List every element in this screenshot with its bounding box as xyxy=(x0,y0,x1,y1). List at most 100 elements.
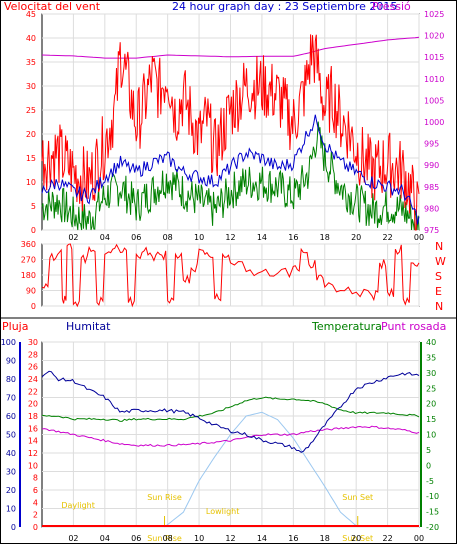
pressure-tick-label: 985 xyxy=(424,183,439,192)
rain-tick-label: 2 xyxy=(33,511,38,520)
rain-tick-label: 16 xyxy=(28,424,38,433)
temperature-tick-label: 10 xyxy=(426,431,436,440)
humidity-tick-label: 60 xyxy=(6,412,16,421)
hour-tick-label: 20 xyxy=(351,233,361,242)
temperature-line xyxy=(41,396,420,422)
climate-series xyxy=(41,370,420,528)
hour-tick-label: 04 xyxy=(100,233,110,242)
hour-tick-label: 16 xyxy=(288,534,298,543)
rain-tick-label: 10 xyxy=(28,461,38,470)
compass-letter: S xyxy=(435,270,442,283)
temperature-tick-label: 30 xyxy=(426,369,436,378)
humidity-tick-label: 30 xyxy=(6,468,16,477)
direction-tick-label: 180 xyxy=(21,271,36,280)
temperature-tick-label: 25 xyxy=(426,384,436,393)
hour-tick-label: 12 xyxy=(225,534,235,543)
hour-tick-label: 06 xyxy=(131,534,141,543)
sun-events: Daylight Sun Rise Lowlight Sun Set Sun Rise S… xyxy=(61,493,373,543)
rain-tick-label: 6 xyxy=(33,486,38,495)
hour-tick-label: 08 xyxy=(163,233,173,242)
temperature-tick-label: 40 xyxy=(426,338,436,347)
hour-tick-label: 00 xyxy=(414,233,424,242)
hour-tick-label: 04 xyxy=(100,534,110,543)
dewpoint-line xyxy=(41,425,420,447)
rain-tick-label: 30 xyxy=(28,338,38,347)
temperature-tick-label: 35 xyxy=(426,353,436,362)
humidity-tick-label: 70 xyxy=(6,394,16,403)
direction-tick-label: 270 xyxy=(21,256,36,265)
hour-tick-label: 10 xyxy=(194,233,204,242)
temperature-tick-label: 0 xyxy=(426,461,431,470)
wind-average-line xyxy=(41,114,420,225)
rain-tick-label: 20 xyxy=(28,400,38,409)
hour-tick-label: 02 xyxy=(68,534,78,543)
temperature-tick-label: -10 xyxy=(426,492,439,501)
hour-tick-label: 00 xyxy=(414,534,424,543)
wind-tick-label: 5 xyxy=(31,202,36,211)
pressure-tick-label: 1020 xyxy=(424,32,444,41)
pressure-tick-label: 1010 xyxy=(424,75,444,84)
temperature-tick-label: 15 xyxy=(426,415,436,424)
pressure-tick-label: 1005 xyxy=(424,96,444,105)
solar-line xyxy=(164,411,357,528)
pressure-tick-label: 980 xyxy=(424,204,439,213)
pressure-title: Pressió xyxy=(372,0,411,13)
dewpoint-title: Punt rosada xyxy=(381,320,446,333)
hour-tick-label: 18 xyxy=(320,233,330,242)
rain-tick-label: 24 xyxy=(28,375,38,384)
wind-speed-line xyxy=(41,34,420,231)
wind-tick-label: 45 xyxy=(26,10,36,19)
hour-tick-label: 16 xyxy=(288,233,298,242)
humidity-tick-label: 50 xyxy=(6,431,16,440)
direction-series xyxy=(41,243,420,308)
compass-letter: W xyxy=(435,255,446,268)
temperature-tick-label: -15 xyxy=(426,508,439,517)
rain-tick-label: 0 xyxy=(33,523,38,532)
humidity-tick-label: 90 xyxy=(6,357,16,366)
hour-tick-label: 02 xyxy=(68,233,78,242)
temperature-tick-label: 5 xyxy=(426,446,431,455)
rain-tick-label: 14 xyxy=(28,437,38,446)
humidity-title: Humitat xyxy=(66,320,111,333)
time-axis-top: 02 04 06 08 10 12 14 16 18 20 22 00 xyxy=(68,233,424,242)
pressure-tick-label: 1025 xyxy=(424,10,444,19)
direction-line xyxy=(41,243,420,308)
wind-tick-label: 35 xyxy=(26,58,36,67)
sun-event-label: Daylight xyxy=(61,501,95,510)
rain-tick-label: 4 xyxy=(33,498,38,507)
temperature-tick-label: -5 xyxy=(426,477,434,486)
wind-tick-label: 15 xyxy=(26,154,36,163)
wind-tick-label: 20 xyxy=(26,130,36,139)
wind-speed-axis: 0 5 10 15 20 25 30 35 40 45 xyxy=(26,10,36,235)
humidity-tick-label: 20 xyxy=(6,486,16,495)
pressure-tick-label: 1000 xyxy=(424,118,444,127)
hour-tick-label: 22 xyxy=(382,233,392,242)
temperature-title: Temperatura xyxy=(311,320,382,333)
humidity-tick-label: 100 xyxy=(1,338,16,347)
direction-axis: 0 90 180 270 360 xyxy=(21,240,36,311)
rain-tick-label: 28 xyxy=(28,350,38,359)
direction-grid xyxy=(42,243,420,307)
humidity-tick-label: 40 xyxy=(6,449,16,458)
sun-event-bottom-label: Sun Set xyxy=(342,534,373,543)
wind-gust-line xyxy=(41,121,420,231)
humidity-line xyxy=(41,370,420,453)
wind-tick-label: 0 xyxy=(31,226,36,235)
wind-tick-label: 30 xyxy=(26,82,36,91)
time-axis-bottom: 02 04 06 08 10 12 14 16 18 20 22 00 xyxy=(68,534,424,543)
pressure-line xyxy=(41,36,420,59)
hour-tick-label: 12 xyxy=(225,233,235,242)
hour-tick-label: 08 xyxy=(163,534,173,543)
compass-letter: N xyxy=(435,240,443,253)
hour-tick-label: 22 xyxy=(382,534,392,543)
wind-series xyxy=(41,34,420,231)
temperature-tick-label: 20 xyxy=(426,400,436,409)
hour-tick-label: 14 xyxy=(257,534,267,543)
temperature-axis: -20 -15 -10 -5 0 5 10 15 20 25 30 35 40 xyxy=(426,338,439,532)
rain-tick-label: 26 xyxy=(28,363,38,372)
hour-tick-label: 14 xyxy=(257,233,267,242)
